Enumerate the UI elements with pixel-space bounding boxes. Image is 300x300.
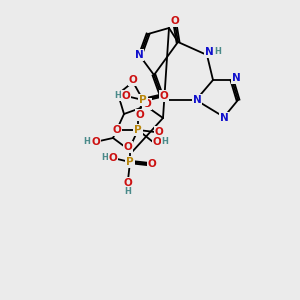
- Text: O: O: [129, 75, 137, 85]
- Text: N: N: [232, 73, 240, 83]
- Text: N: N: [205, 47, 213, 57]
- Text: P: P: [134, 125, 142, 135]
- Text: O: O: [122, 91, 130, 101]
- Text: O: O: [136, 110, 144, 120]
- Text: N: N: [193, 95, 201, 105]
- Text: O: O: [154, 127, 164, 137]
- Text: N: N: [135, 50, 143, 60]
- Text: P: P: [139, 95, 147, 105]
- Text: O: O: [142, 99, 152, 109]
- Text: H: H: [102, 154, 108, 163]
- Text: O: O: [124, 178, 132, 188]
- Text: H: H: [84, 137, 90, 146]
- Text: O: O: [112, 125, 122, 135]
- Text: O: O: [171, 16, 179, 26]
- Text: H: H: [162, 137, 168, 146]
- Text: O: O: [153, 137, 161, 147]
- Text: N: N: [220, 113, 228, 123]
- Text: O: O: [160, 91, 168, 101]
- Text: P: P: [126, 157, 134, 167]
- Text: O: O: [148, 159, 156, 169]
- Text: H: H: [214, 47, 221, 56]
- Text: H: H: [115, 92, 122, 100]
- Text: O: O: [109, 153, 117, 163]
- Text: O: O: [124, 142, 132, 152]
- Text: H: H: [124, 188, 131, 196]
- Text: O: O: [92, 137, 100, 147]
